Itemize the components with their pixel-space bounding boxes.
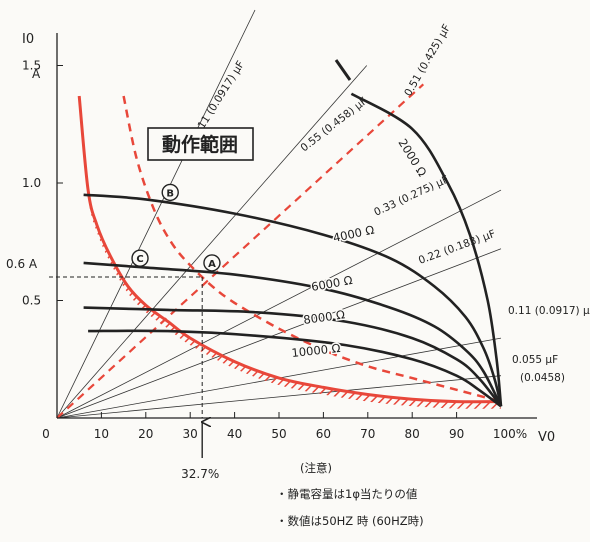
x-tick-label-10: 10 — [94, 427, 109, 441]
y-axis-label: I0 — [22, 32, 34, 47]
ref-x-label: 32.7% — [181, 467, 219, 481]
marker-circle-A — [203, 254, 221, 272]
cap-line-1 — [56, 9, 256, 419]
x-axis-label: V0 — [538, 430, 555, 445]
marker-label-B: B — [166, 188, 174, 199]
axes-layer: I0 A V0 0 10 20 30 40 50 60 70 80 90 100% 0.5 1.0 1.5 0.6… — [6, 32, 555, 481]
marker-circle-C — [131, 249, 149, 267]
x-unit-label: 100% — [493, 427, 527, 441]
cap-line-2 — [56, 65, 368, 419]
marker-circle-B — [161, 183, 179, 202]
resistance-curve-top-mark — [334, 59, 352, 81]
resistance-label-5: 10000 Ω — [291, 341, 341, 360]
notes-header: (注意) — [300, 461, 332, 475]
red-cap-dashed — [56, 83, 425, 419]
red-boundary-layer — [56, 83, 502, 419]
marker-C: C — [131, 249, 149, 267]
cap-line-5 — [56, 248, 502, 419]
note-2: ・数値は50HZ 時 (60HZ時) — [276, 514, 424, 528]
cap-label-7: 0.055 μF — [512, 354, 558, 366]
resistance-curves-layer — [83, 59, 503, 408]
cap-label-5: 0.22 (0.183) μF — [417, 228, 497, 267]
labels-layer: 0.11 (0.0917) μF 0.55 (0.458) μF 0.51 (0.4… — [131, 22, 590, 384]
note-1: ・静電容量は1φ当たりの値 — [276, 487, 418, 501]
y-tick-label-1: 1.0 — [22, 176, 41, 190]
y-tick-label-2: 1.5 — [22, 59, 41, 73]
resistance-label-4: 8000 Ω — [302, 307, 345, 327]
x-tick-label-50: 50 — [271, 427, 286, 441]
cap-line-4 — [56, 189, 502, 419]
marker-A: A — [203, 254, 221, 272]
cap-label-4: 0.33 (0.275) μF — [372, 174, 451, 219]
x-tick-label-40: 40 — [227, 427, 242, 441]
title-box: 動作範囲 — [147, 127, 254, 161]
x-tick-label-90: 90 — [449, 427, 464, 441]
y-unit-label: A — [32, 67, 41, 81]
x-tick-label-20: 20 — [138, 427, 153, 441]
cap-extra-label: (0.0458) — [520, 372, 565, 384]
resistance-curve-5 — [88, 329, 502, 408]
red-boundary-solid — [77, 95, 502, 404]
marker-B: B — [161, 183, 179, 202]
marker-label-C: C — [136, 254, 143, 265]
cap-label-6: 0.11 (0.0917) μF — [508, 305, 590, 317]
resistance-curve-3 — [83, 261, 503, 407]
x-tick-label-0: 0 — [42, 427, 50, 441]
cap-label-3: 0.51 (0.425) μF — [402, 22, 453, 98]
x-tick-label-80: 80 — [405, 427, 420, 441]
chart-title: 動作範囲 — [162, 133, 238, 156]
resistance-curve-1 — [350, 92, 503, 407]
marker-label-A: A — [208, 259, 216, 270]
resistance-curve-4 — [83, 306, 503, 408]
x-tick-label-30: 30 — [183, 427, 198, 441]
cap-label-2: 0.55 (0.458) μF — [298, 95, 369, 154]
notes: (注意) ・静電容量は1φ当たりの値 ・数値は50HZ 時 (60HZ時) — [276, 461, 424, 528]
red-boundary-dashed — [122, 95, 502, 403]
x-tick-label-60: 60 — [316, 427, 331, 441]
y-tick-label-0: 0.5 — [22, 294, 41, 308]
resistance-curve-2 — [83, 193, 503, 407]
resistance-label-2: 4000 Ω — [332, 223, 376, 245]
x-tick-label-70: 70 — [360, 427, 375, 441]
ref-y-label: 0.6 A — [6, 257, 38, 271]
